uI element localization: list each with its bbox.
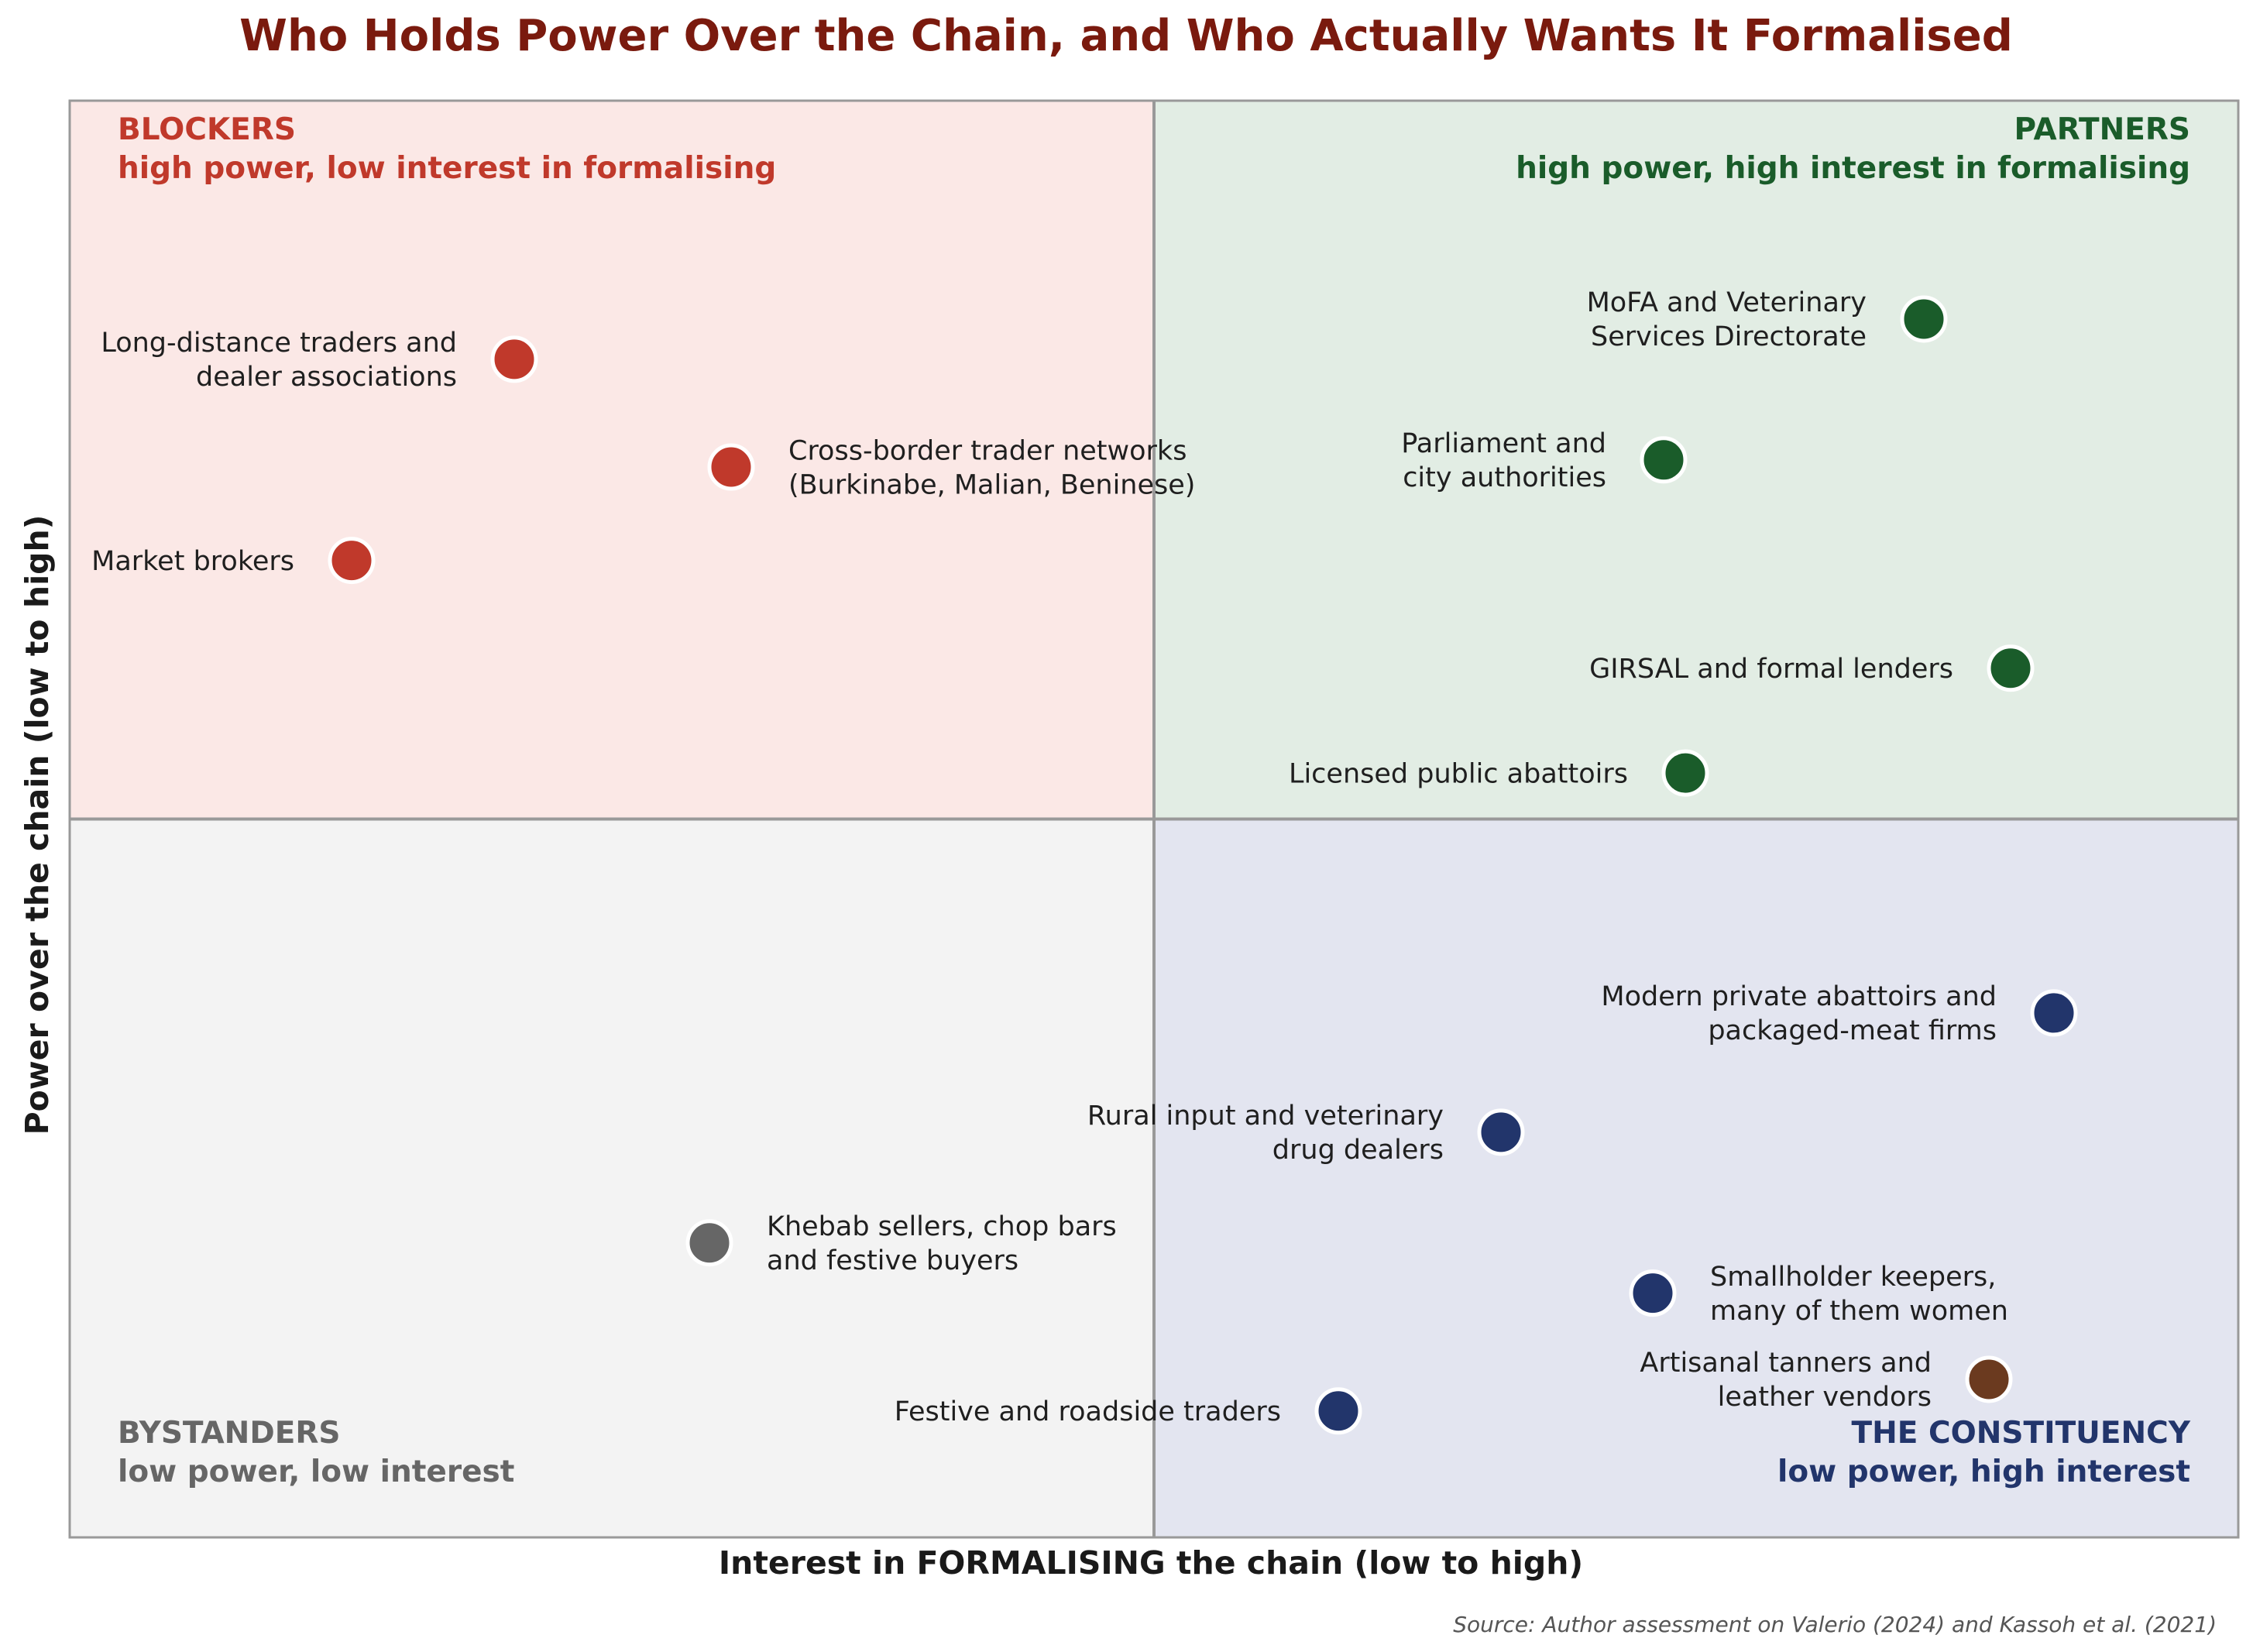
data-point-label: Modern private abattoirs and [1601,981,1997,1012]
plot-frame [68,99,2240,1539]
data-point-label: GIRSAL and formal lenders [1589,654,1953,685]
data-point-label: drug dealers [1272,1135,1444,1166]
data-point-label: Festive and roadside traders [895,1396,1281,1427]
data-point-label: Rural input and veterinary [1087,1101,1444,1132]
data-point [707,443,755,491]
data-point [1477,1108,1525,1156]
data-point-label: Services Directorate [1591,321,1867,352]
data-point [1640,436,1688,484]
data-point-label: Smallholder keepers, [1710,1262,1996,1293]
data-point-label: Cross-border trader networks [788,435,1187,466]
quadrant-partners-name: PARTNERS [2014,112,2190,147]
data-point [328,537,376,585]
data-point-label: Licensed public abattoirs [1289,758,1628,789]
data-point-label: many of them women [1710,1296,2008,1327]
data-point-label: Parliament and [1401,428,1606,459]
data-point-label: MoFA and Veterinary [1587,287,1867,318]
quadrant-bystanders-description: low power, low interest [118,1455,514,1489]
quadrant-labels: BLOCKERS high power, low interest in form… [118,112,2191,1489]
data-point [1965,1355,2013,1403]
data-point [1314,1387,1362,1435]
quadrant-partners-description: high power, high interest in formalising [1516,151,2190,186]
data-point-label: packaged-meat firms [1708,1015,1997,1046]
chart-title: Who Holds Power Over the Chain, and Who … [239,11,2013,61]
quadrant-blockers-description: high power, low interest in formalising [118,151,776,186]
data-point [1661,749,1709,797]
data-point-label: leather vendors [1718,1382,1932,1413]
data-point [490,335,538,383]
quadrant-constituency-name: THE CONSTITUENCY [1852,1416,2191,1451]
quadrant-blockers-name: BLOCKERS [118,112,296,147]
quadrant-partners [1154,101,2238,819]
data-point-label: Market brokers [91,546,294,577]
source-note: Source: Author assessment on Valerio (20… [1453,1612,2217,1637]
data-point [685,1219,733,1267]
data-point-label: and festive buyers [767,1245,1018,1276]
data-point-label: dealer associations [196,362,457,393]
data-point-label: Long-distance traders and [101,328,457,359]
data-point [2030,989,2078,1037]
data-point-label: Artisanal tanners and [1640,1348,1932,1379]
x-axis-label: Interest in FORMALISING the chain (low t… [719,1544,1583,1582]
y-axis-label: Power over the chain (low to high) [19,515,56,1135]
data-point-label: (Burkinabe, Malian, Beninese) [788,469,1195,500]
quadrant-blockers [70,101,1154,819]
data-point [1629,1269,1677,1317]
quadrant-bystanders [70,819,1154,1537]
data-point-label: Khebab sellers, chop bars [767,1211,1117,1242]
quadrant-constituency-description: low power, high interest [1777,1455,2190,1489]
data-point [1900,295,1948,343]
data-point [1987,644,2035,692]
quadrant-bystanders-name: BYSTANDERS [118,1416,340,1451]
data-point-label: city authorities [1403,462,1606,493]
quadrant-dividers [70,101,2238,1537]
